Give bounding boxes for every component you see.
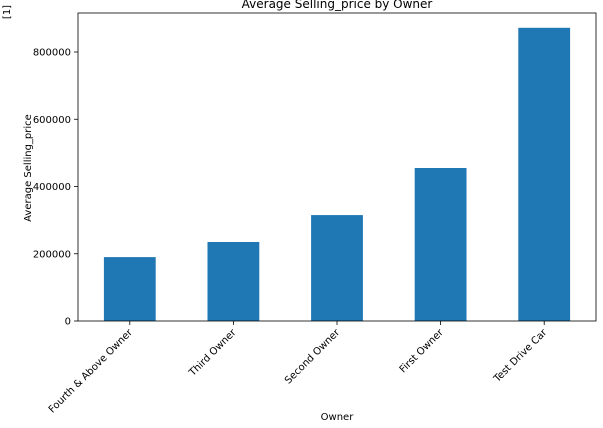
x-tick-label: Third Owner bbox=[187, 327, 239, 379]
x-tick-label: Second Owner bbox=[283, 327, 343, 387]
y-axis-ticks: 0 200000 400000 600000 800000 bbox=[33, 48, 78, 328]
x-tick-label: Fourth & Above Owner bbox=[47, 327, 136, 416]
bar bbox=[103, 257, 156, 321]
y-tick-label: 400000 bbox=[33, 182, 71, 193]
bar bbox=[414, 168, 467, 321]
bar bbox=[207, 241, 260, 321]
clipped-fragment-text: [1] bbox=[2, 5, 13, 19]
plot-area-frame bbox=[77, 12, 597, 322]
bars bbox=[103, 27, 571, 321]
chart-title: Average Selling_price by Owner bbox=[242, 0, 433, 11]
x-axis-ticks: Fourth & Above Owner Third Owner Second Ow… bbox=[47, 321, 550, 415]
y-tick-label: 0 bbox=[65, 317, 71, 328]
bar bbox=[311, 215, 363, 321]
x-axis-label: Owner bbox=[321, 412, 355, 423]
x-tick-label: Test Drive Car bbox=[491, 327, 550, 386]
x-tick-label: First Owner bbox=[398, 327, 447, 376]
y-axis-label: Average Selling_price bbox=[23, 114, 34, 222]
y-tick-label: 200000 bbox=[33, 249, 71, 260]
bar bbox=[518, 27, 571, 321]
y-tick-label: 600000 bbox=[33, 115, 71, 126]
y-tick-label: 800000 bbox=[33, 48, 71, 59]
